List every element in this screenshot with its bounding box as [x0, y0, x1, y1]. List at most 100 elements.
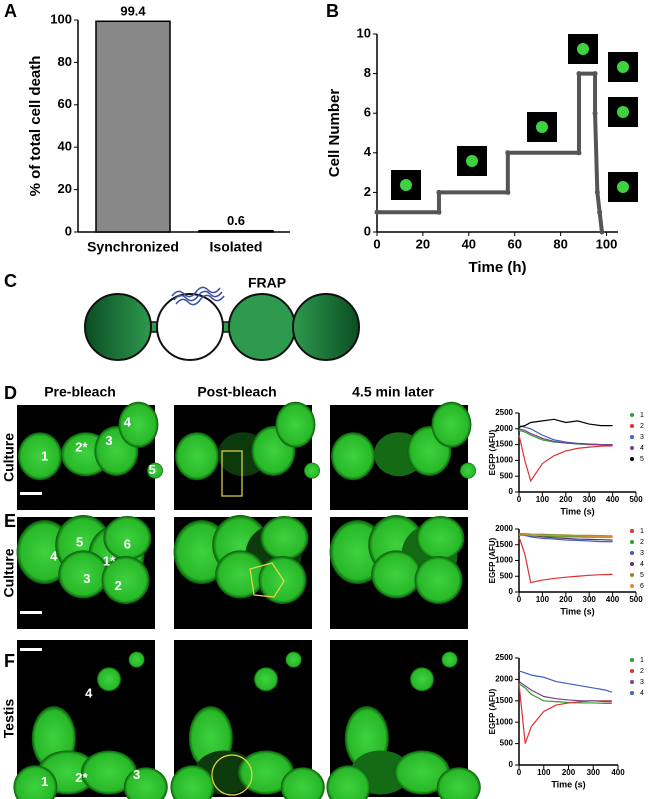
thumbnail-cell — [617, 61, 629, 73]
x-tick-label: 500 — [629, 495, 643, 504]
cell — [254, 667, 278, 692]
legend-label: 2 — [640, 539, 644, 546]
cell-label: 5 — [149, 462, 156, 477]
point — [597, 209, 603, 215]
legend-label: 3 — [640, 550, 644, 557]
x-tick-label: 300 — [583, 495, 597, 504]
x-tick-label: 200 — [562, 768, 576, 777]
y-tick-label: 1000 — [495, 717, 513, 726]
legend-swatch — [630, 680, 634, 684]
legend-swatch — [630, 658, 634, 662]
cell-label: 3 — [83, 571, 90, 586]
y-axis-label: EGFP (AFU) — [488, 537, 497, 583]
column-header: Post-bleach — [197, 384, 276, 400]
panel-letter: C — [4, 271, 17, 291]
cell — [304, 462, 320, 479]
cell — [103, 516, 152, 560]
cell-label: 4 — [85, 686, 93, 701]
legend-swatch — [630, 424, 634, 428]
legend-label: 4 — [640, 561, 644, 568]
x-tick-label: Isolated — [210, 239, 263, 255]
y-tick-label: 40 — [58, 139, 72, 154]
cell-label: 5 — [76, 534, 83, 549]
x-tick-label: 0 — [517, 595, 522, 604]
x-tick-label: 100 — [596, 236, 618, 251]
legend-label: 6 — [640, 583, 644, 590]
x-tick-label: 400 — [606, 495, 620, 504]
cell — [128, 651, 145, 668]
series-line — [518, 418, 613, 428]
cell — [280, 767, 325, 799]
bleach-region — [211, 754, 253, 796]
legend-swatch — [630, 691, 634, 695]
cell — [123, 767, 168, 799]
y-tick-label: 4 — [364, 144, 372, 159]
series-line — [518, 533, 613, 543]
x-tick-label: 200 — [559, 495, 573, 504]
cell-label: 3 — [105, 433, 112, 448]
cell — [18, 432, 62, 481]
series-line — [518, 681, 612, 703]
y-tick-label: 80 — [58, 54, 72, 69]
series-line — [518, 536, 613, 584]
legend-label: 4 — [640, 445, 644, 452]
cell — [410, 667, 434, 692]
x-tick-label: Synchronized — [87, 239, 179, 255]
cell — [441, 651, 458, 668]
point — [374, 209, 380, 215]
legend-swatch — [630, 540, 634, 544]
x-tick-label: 400 — [606, 595, 620, 604]
cell-label: 1 — [41, 449, 48, 464]
cell-label: 4 — [50, 548, 58, 563]
value-label: 99.4 — [120, 4, 146, 19]
bar — [198, 229, 274, 233]
y-tick-label: 2000 — [495, 675, 513, 684]
cell — [331, 432, 375, 481]
x-tick-label: 100 — [537, 768, 551, 777]
cell-label: 1 — [41, 774, 48, 789]
x-axis-label: Time (h) — [468, 259, 526, 276]
x-axis-label: Time (s) — [560, 506, 594, 516]
legend-swatch — [630, 413, 634, 417]
y-tick-label: 0 — [65, 223, 72, 238]
cell — [101, 556, 150, 604]
point — [505, 189, 511, 195]
bridge-diagram — [84, 286, 360, 361]
column-header: Pre-bleach — [44, 384, 116, 400]
cell — [460, 462, 476, 479]
panel-letter: E — [4, 511, 16, 531]
y-axis-label: EGFP (AFU) — [488, 688, 497, 734]
value-label: 0.6 — [227, 213, 245, 228]
y-tick-label: 20 — [58, 181, 72, 196]
x-tick-label: 300 — [587, 768, 601, 777]
y-tick-label: 2000 — [495, 524, 513, 533]
x-axis-label: Time (s) — [551, 779, 585, 789]
x-tick-label: 400 — [611, 768, 625, 777]
thumbnail-cell — [617, 106, 629, 118]
x-tick-label: 100 — [536, 495, 550, 504]
cell — [260, 516, 309, 560]
legend-label: 2 — [640, 668, 644, 675]
scale-bar — [20, 611, 42, 614]
point — [505, 150, 511, 156]
series-line — [518, 683, 612, 704]
legend-label: 1 — [640, 657, 644, 664]
y-tick-label: 1500 — [495, 540, 513, 549]
x-tick-label: 40 — [462, 236, 476, 251]
x-tick-label: 0 — [517, 768, 522, 777]
y-axis-label: Cell Number — [326, 89, 343, 178]
y-tick-label: 0 — [364, 223, 371, 238]
y-tick-label: 2500 — [495, 408, 513, 417]
legend-swatch — [630, 573, 634, 577]
y-tick-label: 0 — [509, 487, 514, 496]
y-tick-label: 500 — [500, 739, 514, 748]
y-axis-label: % of total cell death — [27, 56, 44, 197]
cell-label: 2 — [115, 578, 122, 593]
x-tick-label: 80 — [553, 236, 567, 251]
legend-swatch — [630, 551, 634, 555]
cell-label: 2* — [75, 770, 88, 785]
y-tick-label: 1500 — [495, 440, 513, 449]
x-tick-label: 0 — [517, 495, 522, 504]
y-tick-label: 8 — [364, 65, 371, 80]
